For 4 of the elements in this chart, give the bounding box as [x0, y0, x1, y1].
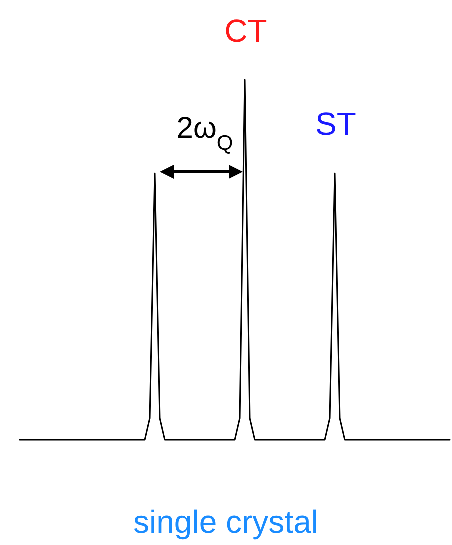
text: CT — [224, 13, 268, 49]
annotation: 2ω$_{Q}$ — [176, 112, 234, 154]
annotation: ST — [316, 106, 356, 142]
text: single crystal — [134, 504, 318, 540]
